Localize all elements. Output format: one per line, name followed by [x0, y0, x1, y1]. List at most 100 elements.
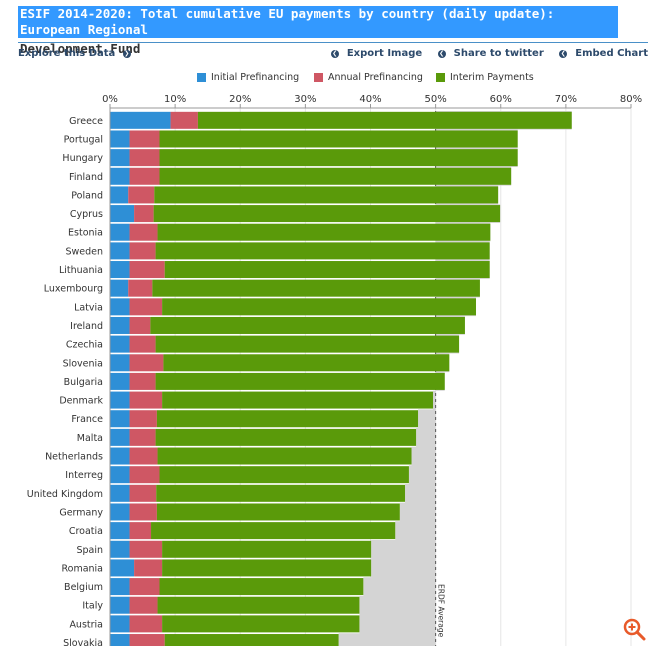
category-label: Slovakia	[63, 638, 103, 646]
bar-segment	[129, 316, 151, 334]
bar-segment	[110, 559, 135, 577]
bar-segment	[154, 186, 499, 204]
bar-segment	[159, 167, 512, 185]
bar-segment	[110, 372, 130, 390]
legend-swatch-initial	[197, 73, 206, 82]
category-label: Hungary	[62, 153, 103, 164]
bar-segment	[129, 354, 164, 372]
bar-segment	[170, 111, 198, 129]
bar-segment	[129, 615, 163, 633]
chart-actions: ❮ Export Image ❮ Share to twitter ❮ Embed C…	[319, 48, 648, 59]
chevron-left-icon: ❮	[437, 50, 446, 58]
bar-segment	[163, 354, 450, 372]
x-tick-label: 70%	[555, 94, 577, 105]
bar-segment	[152, 279, 480, 297]
bar-segment	[110, 335, 130, 353]
export-image-label: Export Image	[346, 48, 423, 59]
bar-segment	[110, 261, 130, 279]
bar-segment	[129, 428, 156, 446]
x-tick-label: 50%	[425, 94, 447, 105]
bar-segment	[110, 466, 130, 484]
bar-segment	[157, 223, 491, 241]
bar-segment	[110, 223, 130, 241]
category-label: Cyprus	[70, 209, 103, 220]
x-tick-label: 60%	[490, 94, 512, 105]
bar-segment	[129, 261, 165, 279]
bar-segment	[110, 410, 130, 428]
bar-segment	[129, 130, 160, 148]
bar-segment	[129, 167, 160, 185]
explore-data-link[interactable]: Explore this Data ❯	[18, 48, 133, 59]
chart-legend: Initial Prefinancing Annual Prefinancing…	[0, 72, 650, 84]
bar-segment	[162, 615, 360, 633]
bar-segment	[129, 522, 152, 540]
bar-segment	[129, 484, 157, 502]
category-label: Poland	[71, 190, 103, 201]
category-label: Germany	[59, 507, 103, 518]
bar-segment	[129, 298, 163, 316]
bar-segment	[129, 596, 158, 614]
bar-segment	[110, 111, 171, 129]
x-tick-label: 30%	[294, 94, 316, 105]
bar-segment	[157, 447, 412, 465]
bar-segment	[129, 410, 157, 428]
category-label: Greece	[69, 116, 103, 127]
explore-data-label: Explore this Data	[18, 48, 116, 59]
bar-segment	[110, 242, 130, 260]
legend-item-initial[interactable]: Initial Prefinancing	[197, 72, 299, 83]
share-twitter-button[interactable]: ❮ Share to twitter	[432, 48, 544, 59]
toolbar: Explore this Data ❯ ❮ Export Image ❮ Share…	[18, 48, 648, 62]
bar-segment	[110, 205, 135, 223]
category-label: Estonia	[68, 228, 103, 239]
bar-segment	[197, 111, 572, 129]
x-tick-label: 20%	[229, 94, 251, 105]
bar-segment	[156, 410, 419, 428]
bar-segment	[110, 298, 130, 316]
bar-segment	[128, 279, 153, 297]
title-line-2: Development Fund	[20, 41, 141, 56]
x-tick-label: 80%	[620, 94, 642, 105]
bar-segment	[159, 149, 518, 167]
bar-segment	[164, 261, 490, 279]
bar-segment	[110, 484, 130, 502]
category-label: Croatia	[69, 526, 103, 537]
bar-segment	[110, 391, 130, 409]
bar-segment	[134, 205, 154, 223]
bar-segment	[129, 242, 156, 260]
export-image-button[interactable]: ❮ Export Image	[325, 48, 422, 59]
legend-item-annual[interactable]: Annual Prefinancing	[314, 72, 423, 83]
bar-segment	[110, 149, 130, 167]
category-label: Ireland	[70, 321, 103, 332]
category-label: France	[71, 414, 103, 425]
bar-segment	[110, 503, 130, 521]
category-label: Spain	[76, 545, 103, 556]
embed-chart-button[interactable]: ❮ Embed Chart	[553, 48, 648, 59]
bar-segment	[129, 540, 163, 558]
legend-label-interim: Interim Payments	[450, 72, 534, 83]
bar-segment	[129, 391, 163, 409]
category-label: Austria	[69, 619, 103, 630]
category-label: Czechia	[66, 340, 103, 351]
bar-segment	[129, 372, 156, 390]
category-label: Italy	[82, 601, 103, 612]
share-twitter-label: Share to twitter	[453, 48, 544, 59]
legend-item-interim[interactable]: Interim Payments	[436, 72, 534, 83]
zoom-in-icon[interactable]	[621, 616, 647, 642]
category-label: Portugal	[64, 134, 103, 145]
average-label: ERDF Average	[437, 584, 446, 638]
category-label: United Kingdom	[27, 489, 103, 500]
bar-segment	[129, 503, 157, 521]
bar-segment	[134, 559, 163, 577]
bar-segment	[110, 596, 130, 614]
bar-segment	[129, 466, 160, 484]
bar-segment	[110, 615, 130, 633]
category-label: Sweden	[65, 246, 103, 257]
category-label: Lithuania	[59, 265, 103, 276]
bar-segment	[129, 149, 160, 167]
chart-title: ESIF 2014-2020: Total cumulative EU paym…	[18, 6, 618, 57]
category-label: Romania	[61, 563, 103, 574]
category-label: Belgium	[64, 582, 103, 593]
bar-segment	[155, 335, 460, 353]
bar-segment	[129, 447, 158, 465]
